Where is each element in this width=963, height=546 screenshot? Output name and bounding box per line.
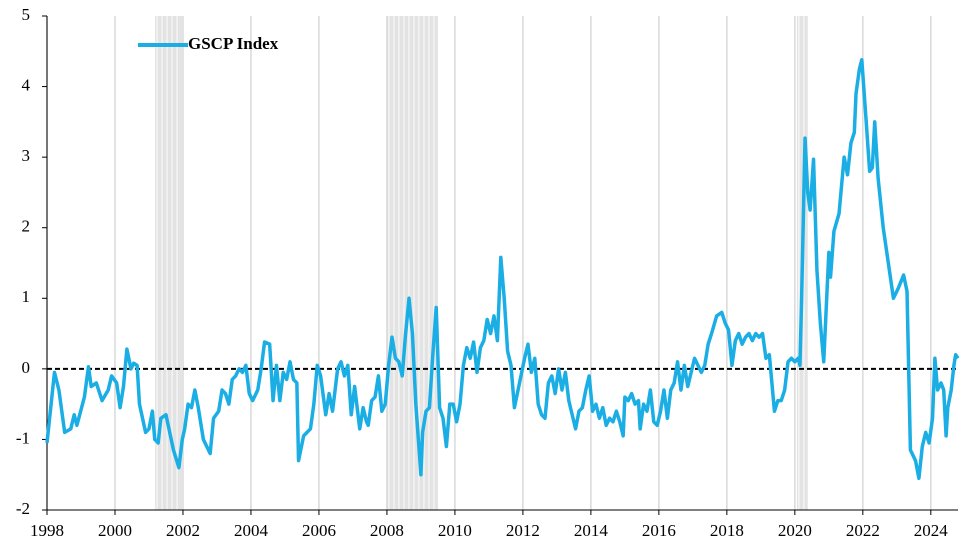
x-tick-label: 2024 xyxy=(914,521,949,540)
legend-label: GSCP Index xyxy=(188,34,279,53)
y-tick-label: 4 xyxy=(22,75,31,94)
x-tick-label: 2016 xyxy=(642,521,676,540)
x-tick-label: 2010 xyxy=(438,521,472,540)
x-tick-label: 2012 xyxy=(506,521,540,540)
x-tick-label: 2020 xyxy=(778,521,812,540)
y-tick-label: 0 xyxy=(22,358,31,377)
x-tick-label: 2008 xyxy=(370,521,404,540)
y-tick-label: 3 xyxy=(22,146,31,165)
x-tick-label: 2018 xyxy=(710,521,744,540)
x-tick-label: 2006 xyxy=(302,521,336,540)
y-tick-label: 5 xyxy=(22,5,31,24)
y-tick-label: -2 xyxy=(16,499,30,518)
x-tick-label: 2000 xyxy=(98,521,132,540)
x-tick-label: 2022 xyxy=(846,521,880,540)
y-tick-label: 1 xyxy=(22,287,31,306)
x-tick-label: 2014 xyxy=(574,521,609,540)
series-line xyxy=(45,58,960,480)
y-tick-label: 2 xyxy=(22,217,31,236)
x-tick-label: 1998 xyxy=(30,521,64,540)
x-tick-label: 2004 xyxy=(234,521,269,540)
x-tick-label: 2002 xyxy=(166,521,200,540)
y-tick-label: -1 xyxy=(16,428,30,447)
